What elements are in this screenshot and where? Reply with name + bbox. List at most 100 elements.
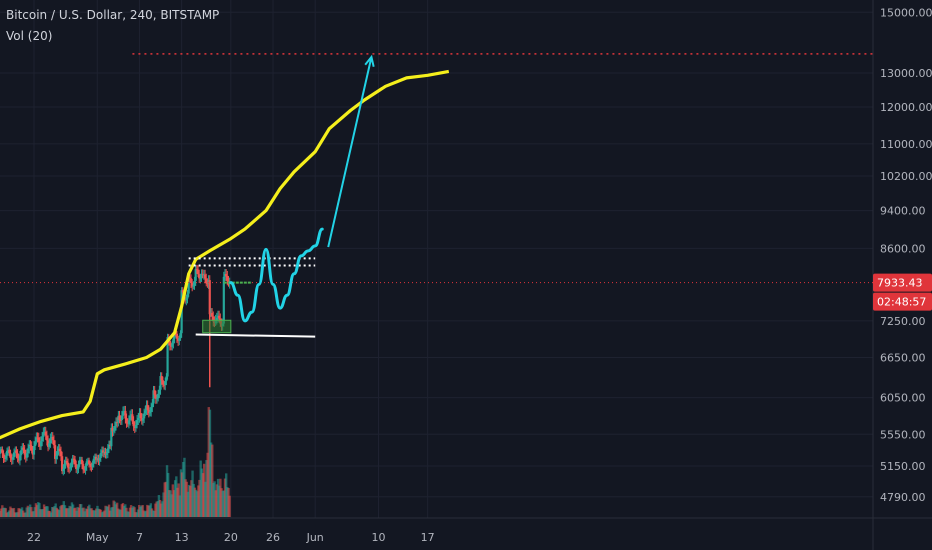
- time-tick-label: 22: [27, 531, 41, 544]
- candle-body: [64, 461, 67, 465]
- candle-body: [195, 269, 198, 271]
- time-tick-label: 17: [421, 531, 435, 544]
- candle-body: [90, 465, 93, 467]
- price-tick-label: 11000.00: [880, 138, 932, 151]
- candle-body: [85, 461, 88, 466]
- candle-body: [82, 464, 85, 470]
- candle-body: [80, 459, 84, 465]
- candle-body: [65, 461, 68, 463]
- volume-bar: [211, 444, 214, 517]
- candle-body: [92, 458, 95, 464]
- candle-body: [53, 445, 57, 459]
- candle-body: [194, 269, 197, 281]
- candle-body: [140, 418, 143, 421]
- time-tick-label: 13: [175, 531, 189, 544]
- candle-body: [73, 459, 77, 465]
- volume-bar: [228, 495, 231, 517]
- symbol-legend[interactable]: Bitcoin / U.S. Dollar, 240, BITSTAMP: [6, 8, 220, 22]
- candle-body: [42, 432, 45, 437]
- candle-body: [4, 455, 7, 459]
- candle-body: [112, 430, 115, 432]
- candle-body: [125, 418, 128, 424]
- price-tick-label: 7250.00: [880, 315, 926, 328]
- candle-body: [124, 410, 127, 419]
- candle-body: [134, 424, 138, 429]
- price-badges: 7933.43 02:48:57: [873, 273, 932, 311]
- candle-body: [93, 456, 97, 459]
- candle-body: [136, 420, 139, 425]
- candle-body: [23, 449, 26, 455]
- candle-body: [44, 431, 47, 436]
- price-tick-label: 13000.00: [880, 67, 932, 80]
- candle-body: [191, 283, 194, 287]
- candle-body: [202, 274, 205, 276]
- candle-body: [37, 437, 40, 443]
- time-tick-label: Jun: [306, 531, 324, 544]
- candle-body: [116, 422, 119, 424]
- candle-body: [210, 313, 214, 317]
- candle-body: [24, 454, 27, 458]
- candle-body: [132, 421, 135, 427]
- candle-body: [72, 458, 75, 460]
- candle-body: [22, 447, 25, 450]
- candle-body: [68, 467, 71, 469]
- candle-body: [168, 340, 172, 346]
- candle-body: [178, 338, 181, 341]
- candle-body: [198, 274, 201, 279]
- candle-body: [2, 453, 5, 458]
- candle-body: [128, 415, 132, 421]
- price-tick-label: 8600.00: [880, 242, 926, 255]
- candle-body: [0, 449, 3, 451]
- candle-body: [215, 317, 218, 320]
- candle-body: [212, 316, 215, 322]
- candle-body: [146, 405, 149, 410]
- candle-body: [102, 450, 105, 453]
- candle-body: [3, 457, 6, 459]
- candle-body: [97, 458, 100, 461]
- candle-body: [51, 437, 54, 441]
- candle-body: [79, 459, 82, 461]
- candle-body: [188, 276, 191, 279]
- candle-body: [75, 464, 78, 470]
- candle-body: [105, 453, 108, 455]
- volume-bar: [133, 507, 136, 517]
- candle-body: [71, 458, 74, 463]
- candle-body: [121, 411, 125, 416]
- candle-body: [130, 414, 133, 416]
- candle-body: [62, 468, 65, 472]
- candle-body: [138, 413, 141, 418]
- candle-body: [29, 444, 32, 447]
- candle-body: [109, 444, 112, 447]
- candle-body: [164, 381, 167, 386]
- candle-body: [48, 443, 51, 447]
- candle-body: [15, 450, 18, 454]
- candle-body: [114, 422, 118, 426]
- candle-body: [141, 418, 145, 421]
- candle-body: [58, 448, 61, 452]
- candle-body: [12, 452, 16, 458]
- candle-body: [203, 274, 207, 279]
- candle-body: [35, 437, 38, 442]
- candle-body: [225, 274, 228, 276]
- candle-body: [14, 450, 17, 453]
- candle-body: [52, 440, 56, 446]
- candle-body: [9, 453, 12, 459]
- price-tick-label: 6050.00: [880, 392, 926, 405]
- candle-body: [30, 446, 33, 451]
- candle-body: [144, 410, 147, 414]
- candle-body: [69, 467, 72, 469]
- candle-body: [78, 459, 81, 465]
- moving-average-line: [0, 69, 450, 440]
- candle-body: [36, 437, 39, 439]
- candle-body: [160, 376, 163, 381]
- support-line: [195, 333, 316, 338]
- candle-body: [83, 469, 86, 471]
- candle-body: [209, 313, 213, 315]
- volume-legend[interactable]: Vol (20): [6, 29, 53, 43]
- candle-body: [199, 278, 202, 280]
- candle-body: [201, 273, 204, 275]
- candle-body: [32, 446, 36, 455]
- candle-body: [205, 278, 208, 284]
